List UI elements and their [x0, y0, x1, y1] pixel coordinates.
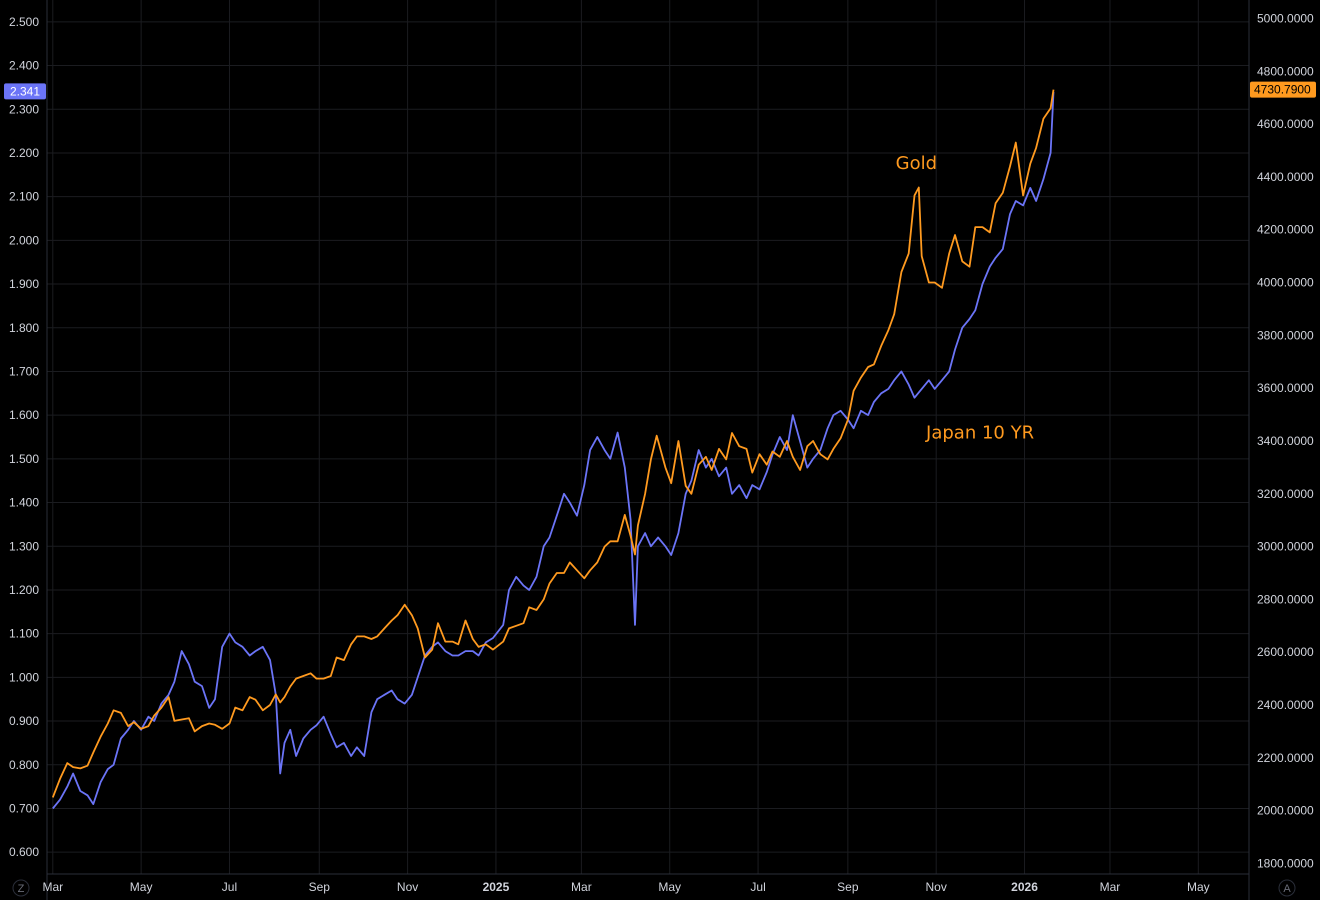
right-tick-label: 2400.0000: [1257, 698, 1314, 712]
annotations: Gold Japan 10 YR: [896, 153, 1034, 443]
left-tick-label: 1.600: [9, 408, 39, 422]
left-tick-label: 1.500: [9, 452, 39, 466]
right-tick-label: 2600.0000: [1257, 645, 1314, 659]
auto-scale-label: A: [1283, 883, 1291, 895]
right-tick-label: 2000.0000: [1257, 804, 1314, 818]
left-tick-label: 1.800: [9, 321, 39, 335]
left-tick-label: 2.300: [9, 102, 39, 116]
left-tick-label: 1.000: [9, 670, 39, 684]
time-tick-label: Nov: [926, 880, 947, 894]
series-layer: [51, 89, 1055, 810]
left-tick-label: 2.500: [9, 15, 39, 29]
time-tick-label: Sep: [309, 880, 331, 894]
time-tick-label: May: [658, 880, 681, 894]
time-tick-label: Jul: [750, 880, 765, 894]
left-tick-label: 0.800: [9, 758, 39, 772]
left-tick-label: 1.200: [9, 583, 39, 597]
right-tick-label: 5000.0000: [1257, 11, 1314, 25]
left-tick-label: 2.400: [9, 59, 39, 73]
timezone-label: Z: [18, 883, 25, 895]
left-axis-ticks[interactable]: 2.500 2.400 2.300 2.200 2.100 2.000 1.900 1.800…: [9, 15, 39, 859]
time-tick-label: 2026: [1011, 880, 1038, 894]
right-tick-label: 2200.0000: [1257, 751, 1314, 765]
left-tick-label: 2.100: [9, 190, 39, 204]
right-last-value-badge: [1250, 81, 1316, 98]
left-tick-label: 1.100: [9, 627, 39, 641]
right-tick-label: 4800.0000: [1257, 64, 1314, 78]
left-tick-label: 1.700: [9, 364, 39, 378]
left-tick-label: 2.200: [9, 146, 39, 160]
left-tick-label: 0.600: [9, 845, 39, 859]
time-tick-label: May: [1187, 880, 1210, 894]
time-tick-label: Nov: [397, 880, 418, 894]
last-value-badges: 2.341 4730.7900: [4, 81, 1316, 100]
right-last-value: 4730.7900: [1254, 83, 1311, 97]
time-tick-label: Jul: [222, 880, 237, 894]
right-axis-ticks[interactable]: 5000.0000 4800.0000 4600.0000 4400.0000 4200…: [1257, 11, 1314, 870]
left-last-value: 2.341: [10, 84, 40, 98]
right-tick-label: 3200.0000: [1257, 487, 1314, 501]
left-tick-label: 1.400: [9, 496, 39, 510]
series-line-japan-10-yr[interactable]: [52, 91, 1055, 810]
time-tick-label: Mar: [42, 880, 63, 894]
right-tick-label: 2800.0000: [1257, 592, 1314, 606]
right-tick-label: 3400.0000: [1257, 434, 1314, 448]
annotation-label: Japan 10 YR: [925, 422, 1034, 443]
grid-lines: [47, 0, 1249, 874]
left-tick-label: 2.000: [9, 233, 39, 247]
time-tick-label: Mar: [1100, 880, 1121, 894]
time-tick-label: Mar: [571, 880, 592, 894]
time-axis-ticks[interactable]: Mar May Jul Sep Nov 2025 Mar May Jul Sep Nov 2026 Ma…: [42, 880, 1209, 894]
right-tick-label: 4400.0000: [1257, 170, 1314, 184]
right-tick-label: 1800.0000: [1257, 856, 1314, 870]
left-last-value-badge: [4, 83, 46, 100]
right-tick-label: 3800.0000: [1257, 328, 1314, 342]
time-tick-label: Sep: [837, 880, 859, 894]
annotation-label: Gold: [896, 153, 937, 174]
right-tick-label: 4000.0000: [1257, 276, 1314, 290]
left-tick-label: 1.900: [9, 277, 39, 291]
auto-scale-toggle[interactable]: A: [1278, 879, 1296, 897]
right-tick-label: 3600.0000: [1257, 381, 1314, 395]
axis-frame: [46, 0, 1250, 900]
left-tick-label: 0.900: [9, 714, 39, 728]
time-tick-label: 2025: [483, 880, 510, 894]
timezone-toggle[interactable]: Z: [12, 879, 30, 897]
right-tick-label: 4200.0000: [1257, 223, 1314, 237]
left-tick-label: 1.300: [9, 539, 39, 553]
right-tick-label: 4600.0000: [1257, 117, 1314, 131]
series-line-gold[interactable]: [51, 89, 1055, 798]
time-tick-label: May: [130, 880, 153, 894]
left-tick-label: 0.700: [9, 801, 39, 815]
right-tick-label: 3000.0000: [1257, 540, 1314, 554]
